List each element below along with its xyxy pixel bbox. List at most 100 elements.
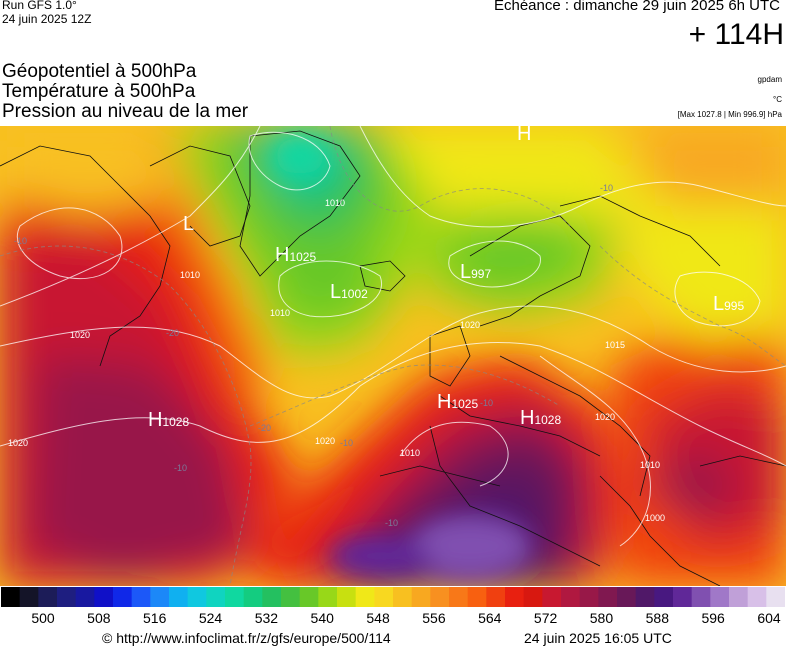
coastlines	[0, 130, 786, 586]
color-swatch	[523, 587, 543, 607]
isobar-label: 1010	[180, 270, 200, 280]
high-france: H1025	[437, 391, 478, 413]
color-scale-tick: 532	[254, 610, 279, 626]
isobar-label: 1010	[270, 308, 290, 318]
color-swatch	[113, 587, 133, 607]
pressure-centers: H1028 H1025 H1028 H1025 H L1002 L997 L99…	[148, 126, 744, 431]
title-temperature: Température à 500hPa	[2, 81, 196, 102]
color-swatch	[281, 587, 301, 607]
geopotential-contours	[0, 126, 786, 547]
footer-generated-time: 24 juin 2025 16:05 UTC	[524, 630, 672, 646]
color-swatch	[710, 587, 730, 607]
color-swatch	[225, 587, 245, 607]
color-swatch	[1, 587, 21, 607]
footer-source-url: © http://www.infoclimat.fr/z/gfs/europe/…	[102, 630, 391, 646]
low-russia: L995	[713, 293, 744, 315]
isobar-label: 1000	[645, 513, 665, 523]
color-swatch	[579, 587, 599, 607]
isobar-label: 1020	[595, 412, 615, 422]
color-scale-tick: 508	[87, 610, 111, 626]
color-swatch	[747, 587, 767, 607]
color-swatch	[691, 587, 711, 607]
color-swatch	[729, 587, 749, 607]
color-swatch	[467, 587, 487, 607]
temperature-label: -20	[258, 423, 271, 433]
high-alps-value: 1028	[534, 413, 561, 427]
temperature-label: -20	[166, 328, 179, 338]
low-norway-value: 997	[471, 267, 491, 281]
color-swatch	[654, 587, 674, 607]
high-atlantic-value: 1028	[162, 415, 189, 429]
forecast-valid-time: Echéance : dimanche 29 juin 2025 6h UTC	[493, 0, 780, 14]
temperature-label: -10	[14, 236, 27, 246]
isobar-label: 1010	[325, 198, 345, 208]
color-scale-tick: 500	[31, 610, 55, 626]
color-scale-tick: 540	[310, 610, 334, 626]
run-label: Run GFS 1.0°	[2, 0, 77, 12]
color-scale-ticks: 500 508 516 524 532 540 548 556 564 572 580 588 596 6…	[0, 610, 786, 628]
temperature-label: -10	[480, 398, 493, 408]
color-swatch	[38, 587, 58, 607]
color-swatch	[337, 587, 357, 607]
low-iceland-value: 1002	[341, 287, 368, 301]
color-scale-tick: 516	[143, 610, 167, 626]
high-atlantic: H1028	[148, 409, 189, 431]
color-swatch	[766, 587, 785, 607]
high-greenland-value: 1025	[289, 250, 316, 264]
color-swatch	[542, 587, 562, 607]
color-swatch	[374, 587, 394, 607]
forecast-horizon: + 114H	[688, 18, 784, 51]
temperature-contours	[0, 126, 786, 586]
color-swatch	[561, 587, 581, 607]
color-swatch	[411, 587, 431, 607]
color-scale-tick: 596	[701, 610, 725, 626]
isobar-label: 1020	[70, 330, 90, 340]
isobar-labels: 1020 1020 1020 1020 1020 1010 1010 1010 …	[8, 198, 665, 523]
high-alps: H1028	[520, 407, 561, 429]
title-pressure: Pression au niveau de la mer	[2, 101, 249, 122]
color-scale-bar	[1, 587, 785, 607]
temperature-label: -10	[340, 438, 353, 448]
isobar-label: 1015	[605, 340, 625, 350]
color-swatch	[169, 587, 189, 607]
color-scale-tick: 564	[478, 610, 502, 626]
temperature-label: -10	[174, 463, 187, 473]
temperature-label: -10	[385, 518, 398, 528]
color-scale-tick: 548	[366, 610, 390, 626]
low-norway: L997	[460, 261, 491, 283]
color-scale-tick: 588	[645, 610, 669, 626]
color-swatch	[57, 587, 77, 607]
color-swatch	[673, 587, 693, 607]
isobar-label: 1020	[315, 436, 335, 446]
color-swatch	[19, 587, 39, 607]
high-arctic: H	[517, 126, 531, 145]
color-swatch	[243, 587, 263, 607]
temperature-labels: -20 -10 -10 -10 -20 -10 -10 -10	[14, 183, 613, 528]
color-scale-tick: 524	[198, 610, 223, 626]
low-russia-value: 995	[724, 299, 744, 313]
color-swatch	[299, 587, 319, 607]
color-scale-tick: 604	[757, 610, 781, 626]
color-swatch	[187, 587, 207, 607]
color-swatch	[486, 587, 506, 607]
color-swatch	[430, 587, 450, 607]
color-swatch	[617, 587, 637, 607]
high-france-value: 1025	[451, 397, 478, 411]
temperature-label: -10	[600, 183, 613, 193]
title-geopotential: Géopotentiel à 500hPa	[2, 61, 197, 82]
isobar-label: 1020	[8, 438, 28, 448]
color-swatch	[449, 587, 469, 607]
color-swatch	[635, 587, 655, 607]
color-swatch	[131, 587, 151, 607]
color-swatch	[318, 587, 338, 607]
low-iceland: L1002	[330, 281, 368, 303]
color-scale-tick: 556	[422, 610, 446, 626]
isobar-label: 1020	[460, 320, 480, 330]
color-swatch	[355, 587, 375, 607]
unit-temperature: °C	[773, 95, 782, 104]
color-swatch	[393, 587, 413, 607]
run-date: 24 juin 2025 12Z	[2, 12, 92, 26]
color-swatch	[262, 587, 282, 607]
color-swatch	[598, 587, 618, 607]
isobar-label: 1010	[400, 448, 420, 458]
